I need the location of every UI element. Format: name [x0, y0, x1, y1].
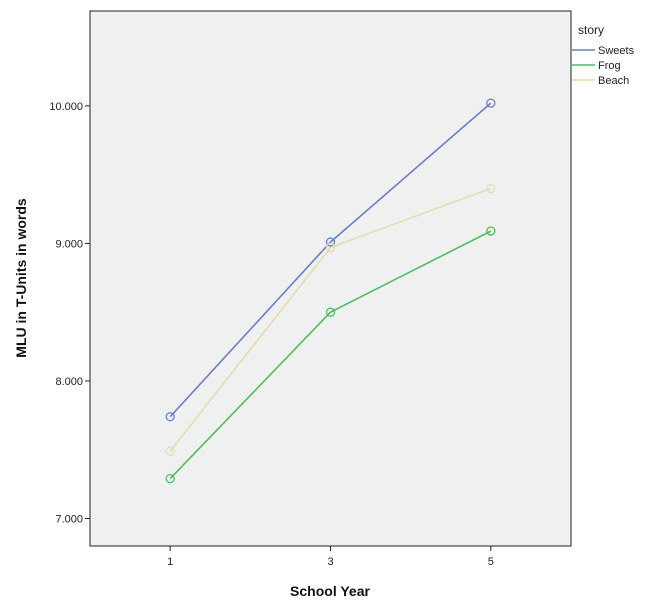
data-point-sweets: [486, 98, 496, 108]
data-point-beach: [486, 183, 496, 194]
x-axis-title: School Year: [290, 583, 370, 599]
data-point-frog: [325, 307, 336, 317]
data-point-frog: [486, 226, 496, 236]
x-tick-label: 1: [167, 556, 173, 568]
legend-label-frog: Frog: [598, 60, 621, 72]
y-axis: 7.000 8.000 9.000 10.000: [49, 101, 90, 525]
data-point-beach: [325, 242, 336, 253]
y-tick-label: 10.000: [49, 101, 83, 113]
legend-title: story: [578, 23, 604, 37]
data-point-sweets: [165, 412, 175, 422]
y-tick-label: 7.000: [55, 513, 83, 525]
series-line-sweets: [169, 102, 492, 418]
series-line-beach: [169, 187, 492, 452]
series-line-frog: [169, 230, 492, 480]
x-axis: 1 3 5: [167, 546, 494, 568]
data-point-beach: [165, 446, 175, 456]
y-axis-title: MLU in T-Units in words: [13, 198, 29, 358]
legend-label-beach: Beach: [598, 75, 629, 87]
legend: story Sweets Frog Beach: [572, 23, 635, 87]
plot-area: [89, 10, 572, 547]
y-tick-label: 8.000: [55, 376, 83, 388]
data-point-frog: [165, 473, 175, 484]
data-point-sweets: [325, 237, 336, 247]
legend-items: Sweets Frog Beach: [572, 45, 635, 87]
y-tick-label: 9.000: [55, 238, 83, 250]
legend-label-sweets: Sweets: [598, 45, 635, 57]
x-tick-label: 3: [327, 556, 333, 568]
series-layer: [165, 98, 496, 484]
x-tick-label: 5: [488, 556, 494, 568]
